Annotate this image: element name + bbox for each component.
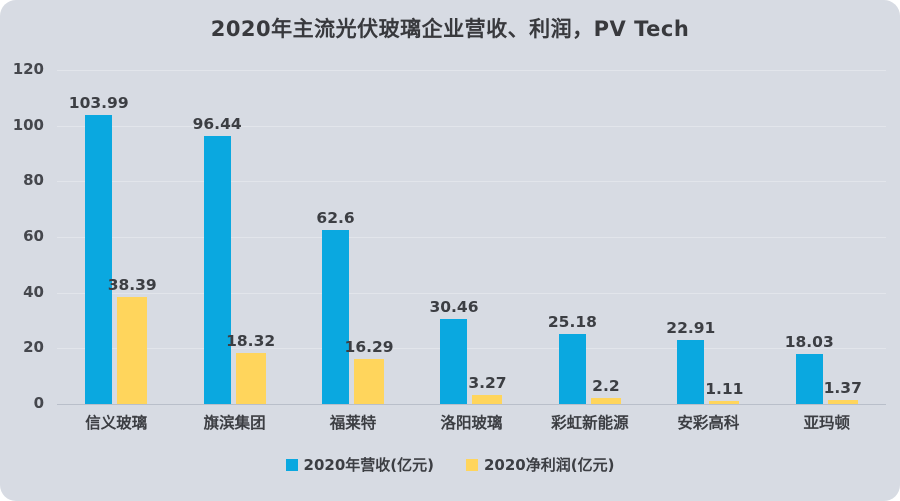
- gridline: 40: [23, 283, 886, 301]
- y-axis-tick-label: 100: [12, 115, 44, 134]
- gridline: 0: [34, 394, 886, 412]
- bar-group: 22.91 1.11: [649, 70, 767, 404]
- x-axis-label: 安彩高科: [677, 414, 740, 432]
- bar-group: 62.6 16.29: [294, 70, 412, 404]
- legend-label-revenue: 2020年营收(亿元): [303, 456, 434, 474]
- profit-bar: 2.2: [590, 377, 621, 404]
- revenue-bar: 96.44: [193, 115, 242, 404]
- profit-bar: 3.27: [468, 374, 507, 404]
- bar-value-label: 62.6: [316, 208, 355, 227]
- legend-label-profit: 2020净利润(亿元): [484, 456, 615, 474]
- revenue-bar: 30.46: [429, 298, 478, 404]
- gridline: 60: [23, 227, 886, 245]
- plot-area: 0 20 40 60 80 100 120 103.99 38.39 96.44 18.32 62.…: [13, 60, 886, 412]
- revenue-bar: 18.03: [785, 333, 834, 404]
- profit-bar: 18.32: [226, 332, 275, 404]
- bar-value-label: 1.37: [823, 379, 862, 398]
- gridline: 80: [23, 171, 886, 189]
- legend-item-revenue: 2020年营收(亿元): [285, 454, 434, 475]
- revenue-swatch-icon: [285, 458, 298, 471]
- x-axis-label: 信义玻璃: [85, 414, 148, 432]
- bar-group: 18.03 1.37: [768, 70, 886, 404]
- bar-value-label: 16.29: [344, 337, 394, 356]
- chart-title: 2020年主流光伏玻璃企业营收、利润，PV Tech: [210, 17, 690, 41]
- x-axis: 信义玻璃 旗滨集团 福莱特 洛阳玻璃 彩虹新能源 安彩高科 亚玛顿: [57, 411, 886, 433]
- y-axis-tick-label: 20: [23, 338, 44, 357]
- revenue-bar: 103.99: [69, 94, 129, 404]
- bar-group: 96.44 18.32: [175, 70, 293, 404]
- profit-swatch-icon: [466, 458, 478, 471]
- y-axis-tick-label: 80: [23, 171, 44, 190]
- profit-bar: 16.29: [345, 338, 394, 404]
- bar-group: 30.46 3.27: [412, 70, 530, 404]
- bar-value-label: 96.44: [192, 114, 242, 133]
- revenue-bar: 25.18: [548, 313, 597, 404]
- profit-bar: 38.39: [108, 276, 157, 404]
- revenue-bar: 22.91: [666, 319, 715, 404]
- bar-value-label: 1.11: [705, 379, 744, 398]
- bar-value-label: 103.99: [68, 93, 129, 112]
- x-axis-label: 洛阳玻璃: [440, 414, 503, 432]
- gridline: 100: [13, 116, 886, 134]
- gridline: 120: [13, 60, 886, 78]
- y-axis-tick-label: 0: [33, 394, 44, 412]
- bar-value-label: 3.27: [468, 373, 507, 392]
- y-axis-tick-label: 40: [23, 282, 44, 301]
- bar-value-label: 2.2: [592, 376, 620, 395]
- bar-layer: 103.99 38.39 96.44 18.32 62.6 16.29 30.46 3.27 2…: [57, 70, 886, 404]
- legend: 2020年营收(亿元) 2020净利润(亿元): [0, 454, 900, 475]
- y-axis-tick-label: 60: [23, 227, 44, 245]
- bar-value-label: 18.32: [226, 332, 276, 351]
- legend-item-profit: 2020净利润(亿元): [466, 454, 614, 475]
- x-axis-label: 彩虹新能源: [551, 414, 629, 432]
- bar-group: 103.99 38.39: [57, 70, 175, 404]
- bar-value-label: 38.39: [107, 276, 157, 295]
- bar-value-label: 18.03: [784, 332, 834, 351]
- x-axis-label: 福莱特: [329, 414, 377, 432]
- gridline: 20: [23, 338, 886, 356]
- x-axis-label: 亚玛顿: [803, 414, 850, 432]
- profit-bar: 1.37: [824, 379, 862, 404]
- y-axis-tick-label: 120: [12, 60, 44, 78]
- revenue-bar: 62.6: [316, 209, 355, 404]
- x-axis-label: 旗滨集团: [203, 414, 266, 432]
- profit-bar: 1.11: [705, 380, 743, 404]
- bar-group: 25.18 2.2: [531, 70, 649, 404]
- bar-value-label: 25.18: [547, 312, 597, 331]
- bar-value-label: 30.46: [429, 298, 479, 317]
- bar-value-label: 22.91: [666, 319, 716, 338]
